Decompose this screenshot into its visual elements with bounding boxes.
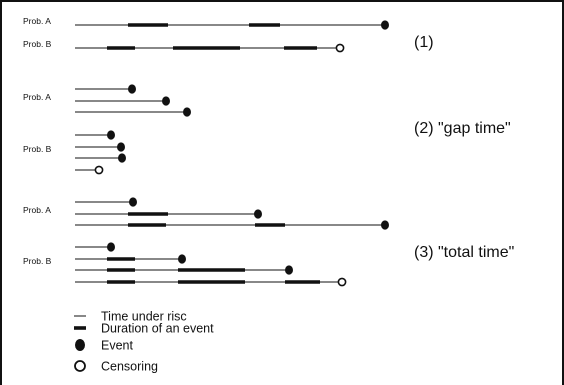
subject-label: Prob. A — [23, 16, 51, 26]
case-label: (3) "total time" — [414, 244, 514, 261]
event-marker — [183, 107, 191, 117]
event-marker — [381, 220, 389, 230]
event-marker — [254, 209, 262, 219]
subject-label: Prob. B — [23, 39, 52, 49]
event-marker — [162, 96, 170, 106]
legend-event-symbol — [75, 339, 85, 351]
case-label: (2) "gap time" — [414, 120, 511, 137]
censoring-marker — [94, 165, 104, 175]
legend-item-label: Censoring — [101, 360, 158, 374]
legend-item-label: Time under risc — [101, 310, 187, 324]
event-marker — [107, 130, 115, 140]
event-marker — [107, 242, 115, 252]
event-marker — [129, 197, 137, 207]
legend-censoring-symbol — [74, 360, 86, 372]
legend-item-label: Duration of an event — [101, 322, 214, 336]
event-marker — [117, 142, 125, 152]
subject-label: Prob. A — [23, 92, 51, 102]
event-marker — [381, 20, 389, 30]
event-marker — [285, 265, 293, 275]
event-marker — [128, 84, 136, 94]
case-label: (1) — [414, 34, 434, 51]
event-marker — [118, 153, 126, 163]
censoring-marker — [335, 43, 345, 53]
legend-item-label: Event — [101, 339, 133, 353]
subject-label: Prob. A — [23, 205, 51, 215]
subject-label: Prob. B — [23, 256, 52, 266]
subject-label: Prob. B — [23, 144, 52, 154]
event-marker — [178, 254, 186, 264]
censoring-marker — [337, 277, 347, 287]
